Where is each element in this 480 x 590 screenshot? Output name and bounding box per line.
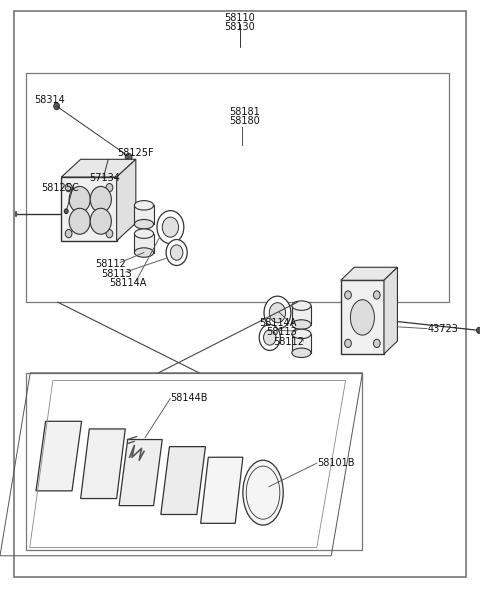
Ellipse shape bbox=[373, 339, 380, 348]
Ellipse shape bbox=[106, 183, 113, 192]
Ellipse shape bbox=[292, 348, 311, 358]
Ellipse shape bbox=[269, 303, 286, 323]
Ellipse shape bbox=[125, 153, 132, 162]
Ellipse shape bbox=[134, 201, 154, 210]
Polygon shape bbox=[161, 447, 205, 514]
Text: 57134: 57134 bbox=[89, 173, 120, 183]
Text: 58114A: 58114A bbox=[109, 278, 147, 288]
Polygon shape bbox=[384, 267, 397, 354]
Bar bbox=[61, 177, 117, 241]
Text: 58101B: 58101B bbox=[317, 458, 354, 468]
Text: 58125C: 58125C bbox=[41, 183, 79, 192]
Text: 58130: 58130 bbox=[225, 22, 255, 32]
Ellipse shape bbox=[350, 300, 374, 335]
Text: 58180: 58180 bbox=[229, 116, 260, 126]
Polygon shape bbox=[341, 267, 397, 280]
Ellipse shape bbox=[64, 209, 68, 214]
Text: 58112: 58112 bbox=[274, 337, 304, 347]
Ellipse shape bbox=[106, 230, 113, 238]
Ellipse shape bbox=[69, 186, 90, 212]
Polygon shape bbox=[119, 440, 162, 506]
Ellipse shape bbox=[259, 324, 280, 350]
Bar bbox=[292, 306, 311, 324]
Bar bbox=[26, 73, 449, 302]
Ellipse shape bbox=[157, 211, 184, 244]
Ellipse shape bbox=[166, 240, 187, 266]
Polygon shape bbox=[117, 159, 136, 241]
Polygon shape bbox=[61, 159, 136, 177]
Bar bbox=[292, 334, 311, 353]
Ellipse shape bbox=[162, 217, 179, 237]
Ellipse shape bbox=[243, 460, 283, 525]
Text: 58113: 58113 bbox=[101, 269, 132, 278]
Ellipse shape bbox=[170, 245, 183, 260]
Ellipse shape bbox=[134, 219, 154, 229]
Text: 58112: 58112 bbox=[95, 260, 126, 269]
Ellipse shape bbox=[264, 296, 291, 329]
Ellipse shape bbox=[264, 330, 276, 345]
Text: 58113: 58113 bbox=[266, 327, 297, 337]
Ellipse shape bbox=[90, 208, 111, 234]
Text: 58110: 58110 bbox=[225, 13, 255, 23]
Text: 58114A: 58114A bbox=[259, 318, 297, 327]
Polygon shape bbox=[81, 429, 125, 499]
Ellipse shape bbox=[134, 229, 154, 238]
Bar bbox=[134, 234, 154, 253]
Text: 43723: 43723 bbox=[427, 324, 458, 333]
Polygon shape bbox=[201, 457, 243, 523]
Ellipse shape bbox=[477, 327, 480, 333]
Bar bbox=[341, 280, 384, 354]
Ellipse shape bbox=[54, 103, 60, 110]
Ellipse shape bbox=[134, 248, 154, 257]
Ellipse shape bbox=[292, 320, 311, 329]
Polygon shape bbox=[36, 421, 82, 491]
Ellipse shape bbox=[292, 301, 311, 310]
Text: 58314: 58314 bbox=[35, 96, 65, 105]
Text: 58144B: 58144B bbox=[170, 394, 208, 403]
Ellipse shape bbox=[69, 208, 90, 234]
Text: 58125F: 58125F bbox=[118, 149, 154, 158]
Bar bbox=[134, 205, 154, 224]
Ellipse shape bbox=[373, 291, 380, 299]
Ellipse shape bbox=[345, 291, 351, 299]
Ellipse shape bbox=[65, 230, 72, 238]
Bar bbox=[26, 373, 362, 550]
Ellipse shape bbox=[90, 186, 111, 212]
Text: 58181: 58181 bbox=[229, 107, 260, 117]
Ellipse shape bbox=[292, 329, 311, 339]
Ellipse shape bbox=[345, 339, 351, 348]
Ellipse shape bbox=[65, 183, 72, 192]
